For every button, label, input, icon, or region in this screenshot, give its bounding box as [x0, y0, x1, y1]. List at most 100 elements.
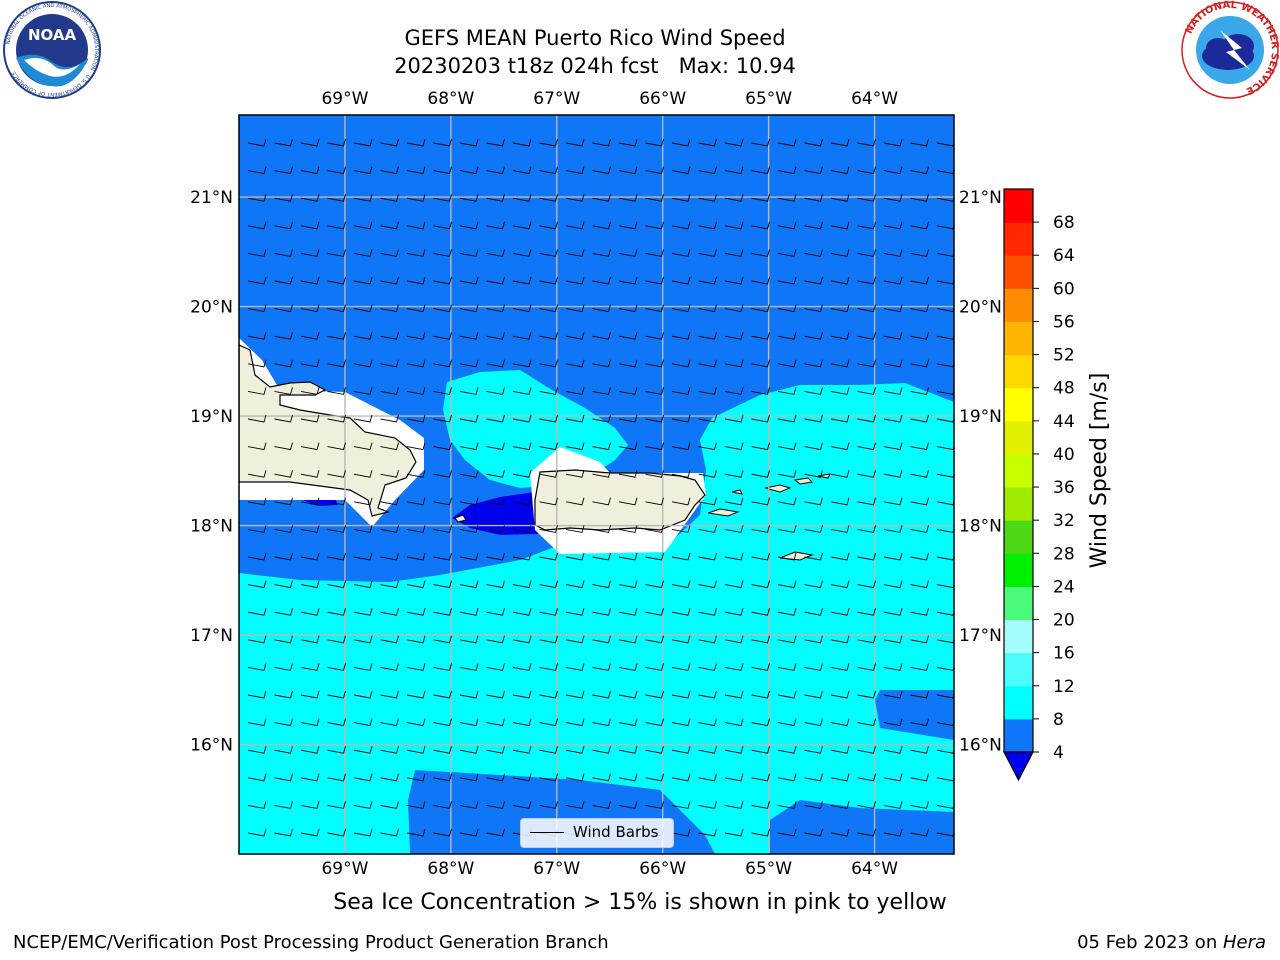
wind-barb-699 [883, 828, 903, 837]
wind-barb-508 [830, 635, 850, 644]
wind-barb-674 [936, 803, 954, 809]
wind-barb-40 [592, 166, 611, 175]
wind-barb-385 [433, 525, 452, 533]
wind-barb-442 [512, 580, 532, 589]
wind-barb-167 [380, 304, 399, 313]
wind-barb-93 [565, 221, 585, 230]
wind-barb-260 [698, 387, 717, 395]
wind-barb-24 [883, 138, 903, 147]
wind-barb-357 [406, 497, 426, 506]
wind-barb-691 [671, 828, 691, 837]
wind-barb-177 [645, 304, 664, 313]
colorbar-segment-4 [1004, 586, 1033, 621]
wind-barb-164 [300, 304, 320, 313]
wind-barb-315 [724, 442, 744, 451]
wind-barb-517 [353, 663, 373, 671]
wind-barb-380 [300, 525, 320, 533]
wind-barb-381 [327, 525, 346, 533]
wind-barb-564 [883, 690, 903, 699]
wind-barb-105 [883, 221, 903, 230]
wind-barb-31 [353, 166, 373, 175]
wind-barb-533 [777, 663, 797, 671]
colorbar-segment-7 [1004, 487, 1033, 521]
wind-barb-551 [539, 690, 558, 699]
wind-barb-112 [353, 249, 373, 257]
wind-barb-651 [327, 801, 346, 809]
wind-barb-336 [565, 470, 585, 478]
lat-label-left-4: 17°N [190, 626, 233, 646]
wind-barb-294 [883, 414, 903, 423]
wind-barb-668 [777, 801, 797, 809]
wind-barb-506 [777, 635, 797, 644]
wind-barb-429 [883, 552, 903, 561]
wind-barb-650 [300, 801, 320, 809]
wind-barb-340 [671, 470, 691, 478]
wind-barb-556 [671, 690, 691, 699]
lon-label-top-4: 65°W [745, 89, 792, 109]
wind-barb-324 [247, 470, 267, 478]
wind-barb-110 [300, 249, 320, 257]
wind-barb-535 [830, 663, 850, 671]
wind-barb-175 [592, 304, 611, 313]
wind-barb-296 [936, 416, 954, 423]
wind-barb-369 [724, 497, 744, 506]
wind-barb-368 [698, 497, 717, 506]
wind-barb-310 [592, 442, 611, 451]
wind-barb-584 [698, 718, 717, 727]
wind-barb-413 [459, 552, 479, 561]
wind-barb-21 [804, 138, 823, 147]
wind-barb-629 [459, 773, 479, 782]
wind-barb-138 [327, 276, 346, 285]
wind-barb-176 [618, 304, 638, 313]
wind-barb-401 [857, 525, 876, 533]
wind-barb-467 [459, 608, 479, 616]
wind-barb-495 [486, 635, 505, 644]
wind-barb-612 [724, 746, 744, 754]
wind-barb-210 [804, 332, 823, 340]
wind-barb-317 [777, 442, 797, 451]
wind-barb-15 [645, 138, 664, 147]
wind-barb-361 [512, 497, 532, 506]
wind-barb-601 [433, 746, 452, 754]
wind-barb-353 [300, 497, 320, 506]
wind-barb-285 [645, 414, 664, 423]
wind-barb-1 [274, 138, 293, 147]
map-panel [239, 115, 954, 854]
wind-barb-144 [486, 276, 505, 285]
wind-barb-290 [777, 414, 797, 423]
wind-barb-200 [539, 332, 558, 340]
wind-barb-139 [353, 276, 373, 285]
wind-barb-323 [936, 444, 954, 451]
wind-barb-108 [247, 249, 267, 257]
wind-barb-75 [804, 194, 823, 202]
lon-label-top-5: 64°W [851, 89, 898, 109]
wind-barb-363 [565, 497, 585, 506]
wind-barb-36 [486, 166, 505, 175]
wind-barb-6 [406, 138, 426, 147]
wind-barb-393 [645, 525, 664, 533]
wind-barb-155 [777, 276, 797, 285]
wind-barb-541 [274, 690, 293, 699]
wind-barb-17 [698, 138, 717, 147]
wind-barb-55 [274, 194, 293, 202]
wind-barb-412 [433, 552, 452, 561]
colorbar-segment-16 [1004, 189, 1033, 223]
wind-barb-624 [327, 773, 346, 782]
wind-barb-325 [274, 470, 293, 478]
wind-barb-497 [539, 635, 558, 644]
wind-barb-189 [247, 332, 267, 340]
wind-barb-462 [327, 608, 346, 616]
wind-barb-221 [380, 359, 399, 368]
wind-barb-681 [406, 828, 426, 837]
wind-barb-678 [327, 828, 346, 837]
wind-barb-29 [300, 166, 320, 175]
wind-barb-592 [910, 718, 929, 727]
wind-barb-389 [539, 525, 558, 533]
wind-barb-372 [804, 497, 823, 506]
wind-barb-694 [751, 828, 770, 837]
chart-title: GEFS MEAN Puerto Rico Wind Speed [404, 26, 786, 50]
wind-barb-481 [830, 608, 850, 616]
wind-barb-151 [671, 276, 691, 285]
wind-barb-623 [300, 773, 320, 782]
wind-barb-77 [857, 194, 876, 202]
